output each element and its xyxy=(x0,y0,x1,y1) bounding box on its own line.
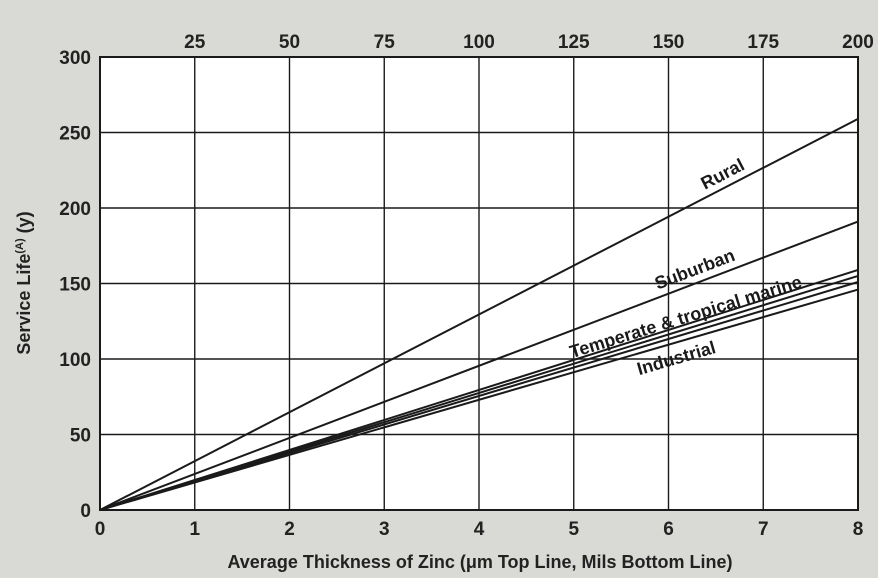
x-tick-label-bottom: 2 xyxy=(284,519,295,540)
y-axis-title-unit: (y) xyxy=(14,211,34,238)
y-tick-label: 300 xyxy=(59,48,91,69)
y-tick-label: 0 xyxy=(80,501,91,522)
x-tick-label-top: 200 xyxy=(842,32,874,53)
x-tick-label-top: 75 xyxy=(374,32,396,53)
plot-frame xyxy=(99,56,859,511)
x-tick-label-bottom: 7 xyxy=(758,519,769,540)
y-axis-title-main: Service Life xyxy=(14,254,34,355)
x-axis-title: Average Thickness of Zinc (μm Top Line, … xyxy=(227,552,732,572)
y-tick-label: 150 xyxy=(59,275,91,296)
x-tick-label-bottom: 4 xyxy=(474,519,485,540)
x-tick-label-top: 25 xyxy=(184,32,206,53)
grid-layer xyxy=(99,56,859,511)
y-axis-title: Service Life(A) (y) xyxy=(14,211,34,354)
x-tick-label-top: 175 xyxy=(747,32,779,53)
x-tick-label-bottom: 8 xyxy=(853,519,864,540)
series-line xyxy=(99,220,859,511)
x-tick-label-bottom: 1 xyxy=(189,519,200,540)
y-tick-label: 100 xyxy=(59,350,91,371)
x-tick-label-bottom: 5 xyxy=(568,519,579,540)
y-tick-label: 200 xyxy=(59,199,91,220)
y-tick-label: 50 xyxy=(70,426,91,447)
x-tick-label-bottom: 0 xyxy=(95,519,106,540)
y-tick-label: 250 xyxy=(59,124,91,145)
x-tick-label-bottom: 6 xyxy=(663,519,674,540)
series-line xyxy=(99,281,859,511)
series-layer xyxy=(99,118,859,511)
x-tick-label-top: 100 xyxy=(463,32,495,53)
x-tick-label-bottom: 3 xyxy=(379,519,390,540)
tick-labels-layer: 0 1 2 3 4 5 6 7 8 25 50 75 100 125 150 175 200 0 50 100 150 2… xyxy=(59,32,874,540)
x-tick-label-top: 150 xyxy=(653,32,685,53)
series-line xyxy=(99,288,859,511)
x-tick-label-top: 125 xyxy=(558,32,590,53)
series-line xyxy=(99,118,859,511)
x-tick-label-top: 50 xyxy=(279,32,300,53)
y-axis-title-superscript: (A) xyxy=(14,238,26,254)
